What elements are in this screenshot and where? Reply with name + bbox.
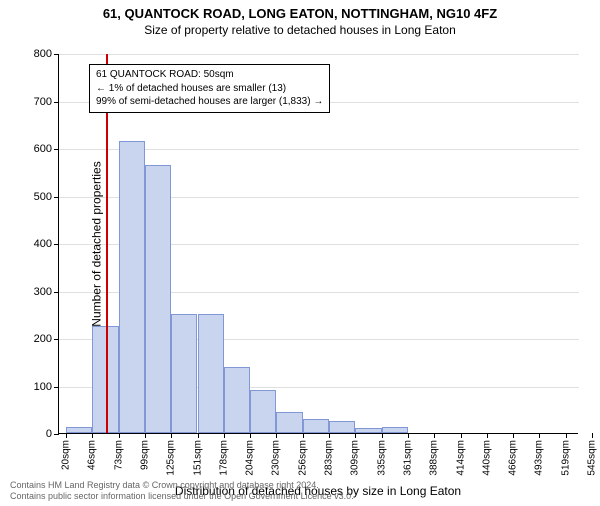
x-tick-label: 545sqm (587, 440, 598, 476)
y-tick-label: 700 (12, 96, 52, 108)
x-tick-mark (539, 433, 540, 438)
x-tick-mark (566, 433, 567, 438)
x-tick-mark (303, 433, 304, 438)
x-tick-mark (145, 433, 146, 438)
histogram-bar (329, 421, 355, 433)
annotation-line-3: 99% of semi-detached houses are larger (… (96, 95, 323, 109)
x-tick-mark (487, 433, 488, 438)
y-tick-label: 800 (12, 48, 52, 60)
x-tick-label: 388sqm (429, 440, 440, 476)
histogram-bar (171, 314, 197, 433)
x-tick-mark (461, 433, 462, 438)
x-tick-label: 519sqm (560, 440, 571, 476)
histogram-bar (303, 419, 329, 433)
page-title: 61, QUANTOCK ROAD, LONG EATON, NOTTINGHA… (0, 6, 600, 21)
x-tick-label: 414sqm (455, 440, 466, 476)
x-tick-mark (408, 433, 409, 438)
page-subtitle: Size of property relative to detached ho… (0, 23, 600, 37)
x-tick-label: 493sqm (534, 440, 545, 476)
x-tick-label: 20sqm (61, 440, 72, 470)
y-tick-label: 500 (12, 191, 52, 203)
x-tick-label: 178sqm (218, 440, 229, 476)
footer-line-2: Contains public sector information licen… (10, 491, 590, 502)
x-tick-mark (592, 433, 593, 438)
x-tick-label: 361sqm (402, 440, 413, 476)
x-tick-label: 46sqm (87, 440, 98, 470)
x-tick-label: 204sqm (245, 440, 256, 476)
x-tick-mark (224, 433, 225, 438)
x-tick-mark (66, 433, 67, 438)
x-tick-mark (434, 433, 435, 438)
x-tick-label: 99sqm (139, 440, 150, 470)
x-tick-mark (329, 433, 330, 438)
x-tick-label: 151sqm (192, 440, 203, 476)
annotation-line-2: ← 1% of detached houses are smaller (13) (96, 82, 323, 96)
x-tick-label: 230sqm (271, 440, 282, 476)
x-tick-label: 466sqm (508, 440, 519, 476)
histogram-bar (276, 412, 302, 433)
x-tick-label: 256sqm (297, 440, 308, 476)
histogram-bar (250, 390, 276, 433)
histogram-bar (224, 367, 250, 434)
y-tick-mark (54, 434, 59, 435)
y-tick-label: 300 (12, 286, 52, 298)
y-axis-label: Number of detached properties (90, 161, 104, 326)
x-tick-label: 283sqm (324, 440, 335, 476)
x-tick-mark (355, 433, 356, 438)
y-tick-label: 100 (12, 381, 52, 393)
histogram-chart: 20sqm46sqm73sqm99sqm125sqm151sqm178sqm20… (58, 54, 578, 434)
histogram-bar (355, 428, 381, 433)
y-tick-label: 0 (12, 428, 52, 440)
histogram-bar (66, 427, 92, 433)
x-tick-mark (92, 433, 93, 438)
y-tick-label: 200 (12, 333, 52, 345)
y-tick-label: 400 (12, 238, 52, 250)
x-tick-mark (382, 433, 383, 438)
x-tick-mark (119, 433, 120, 438)
annotation-line-1: 61 QUANTOCK ROAD: 50sqm (96, 68, 323, 82)
x-tick-label: 125sqm (166, 440, 177, 476)
x-tick-label: 73sqm (113, 440, 124, 470)
histogram-bar (198, 314, 224, 433)
histogram-bar (382, 427, 408, 433)
histogram-bar (119, 141, 145, 433)
y-tick-label: 600 (12, 143, 52, 155)
x-tick-mark (276, 433, 277, 438)
x-tick-label: 440sqm (481, 440, 492, 476)
x-tick-mark (513, 433, 514, 438)
x-tick-mark (171, 433, 172, 438)
footer-attribution: Contains HM Land Registry data © Crown c… (10, 480, 590, 502)
x-tick-label: 309sqm (350, 440, 361, 476)
x-tick-label: 335sqm (376, 440, 387, 476)
plot-area: 20sqm46sqm73sqm99sqm125sqm151sqm178sqm20… (58, 54, 578, 434)
annotation-box: 61 QUANTOCK ROAD: 50sqm ← 1% of detached… (89, 64, 330, 113)
histogram-bar (145, 165, 171, 433)
footer-line-1: Contains HM Land Registry data © Crown c… (10, 480, 590, 491)
x-tick-mark (198, 433, 199, 438)
x-tick-mark (250, 433, 251, 438)
